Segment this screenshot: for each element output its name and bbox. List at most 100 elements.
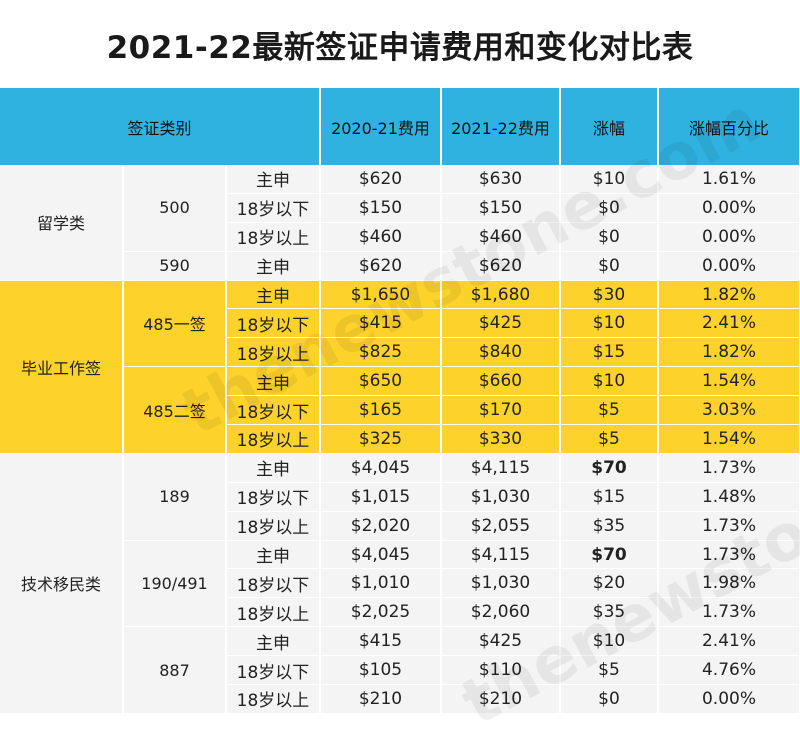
- table-row: 留学类 500 主申 $620 $630 $10 1.61%: [0, 165, 800, 281]
- fee-2021-22-cell: $425: [441, 308, 561, 339]
- table-row: 887 主申 $415 $425 $10 2.41%: [0, 626, 800, 714]
- applicant-cell: 18岁以下: [226, 193, 321, 223]
- table-row: 18岁以上 $2,025 $2,060 $35 1.73%: [0, 597, 800, 628]
- applicant-cell: 18岁以上: [226, 424, 321, 454]
- fee-2021-22-cell: $620: [441, 251, 561, 281]
- fee-2020-21-cell: $460: [320, 222, 442, 252]
- fee-2021-22-cell: $840: [441, 337, 561, 368]
- applicant-cell: 18岁以下: [226, 395, 321, 426]
- category-cell: 留学类: [0, 165, 124, 281]
- increase-cell: $15: [560, 337, 659, 368]
- applicant-cell: 18岁以上: [226, 222, 321, 252]
- fee-2021-22-cell: $630: [441, 165, 561, 194]
- percent-cell: 0.00%: [658, 193, 800, 223]
- increase-cell: $5: [560, 395, 659, 426]
- table-row: 190/491 主申 $4,045 $4,115 $70 1.73%: [0, 540, 800, 628]
- increase-cell: $5: [560, 424, 659, 454]
- fee-2021-22-cell: $330: [441, 424, 561, 454]
- applicant-cell: 18岁以上: [226, 597, 321, 628]
- table-row: 18岁以上 $825 $840 $15 1.82%: [0, 337, 800, 368]
- table-row: 18岁以下 $165 $170 $5 3.03%: [0, 395, 800, 426]
- percent-cell: 1.73%: [658, 511, 800, 541]
- table-header-row: 签证类别 2020-21费用 2021-22费用 涨幅 涨幅百分比: [0, 88, 800, 165]
- table-row: 毕业工作签 485一签 主申 $1,650 $1,680 $30 1.82%: [0, 280, 800, 454]
- category-cell: 毕业工作签: [0, 280, 124, 454]
- applicant-cell: 主申: [226, 280, 321, 310]
- fee-2021-22-cell: $110: [441, 655, 561, 686]
- increase-cell: $10: [560, 165, 659, 194]
- fee-2020-21-cell: $105: [320, 655, 442, 686]
- increase-cell: $10: [560, 308, 659, 339]
- applicant-cell: 18岁以下: [226, 568, 321, 599]
- header-visa-category: 签证类别: [0, 88, 321, 165]
- fee-2021-22-cell: $2,055: [441, 511, 561, 541]
- applicant-cell: 主申: [226, 366, 321, 397]
- increase-cell: $30: [560, 280, 659, 310]
- percent-cell: 2.41%: [658, 308, 800, 339]
- increase-cell: $70: [560, 453, 659, 483]
- table-row: 18岁以上 $2,020 $2,055 $35 1.73%: [0, 511, 800, 541]
- increase-cell: $5: [560, 655, 659, 686]
- table-row: 18岁以上 $325 $330 $5 1.54%: [0, 424, 800, 454]
- subclass-cell: 590: [123, 251, 227, 281]
- applicant-cell: 主申: [226, 626, 321, 657]
- table-row: 485二签 主申 $650 $660 $10 1.54%: [0, 366, 800, 454]
- visa-fee-table: 签证类别 2020-21费用 2021-22费用 涨幅 涨幅百分比 留学类 500…: [0, 88, 800, 714]
- fee-2020-21-cell: $210: [320, 684, 442, 714]
- subclass-cell: 500: [123, 165, 227, 252]
- applicant-cell: 18岁以下: [226, 482, 321, 512]
- subclass-cell: 189: [123, 453, 227, 541]
- subclass-cell: 190/491: [123, 540, 227, 628]
- increase-cell: $0: [560, 684, 659, 714]
- fee-2020-21-cell: $1,650: [320, 280, 442, 310]
- percent-cell: 1.73%: [658, 453, 800, 483]
- applicant-cell: 18岁以下: [226, 308, 321, 339]
- table-row: 18岁以下 $150 $150 $0 0.00%: [0, 193, 800, 223]
- fee-2021-22-cell: $660: [441, 366, 561, 397]
- table-body: 留学类 500 主申 $620 $630 $10 1.61% 18岁以下 $150 $150 $0 0…: [0, 165, 800, 714]
- fee-2020-21-cell: $825: [320, 337, 442, 368]
- fee-2021-22-cell: $2,060: [441, 597, 561, 628]
- increase-cell: $0: [560, 193, 659, 223]
- subclass-cell: 485一签: [123, 280, 227, 368]
- fee-2021-22-cell: $1,030: [441, 568, 561, 599]
- fee-2021-22-cell: $460: [441, 222, 561, 252]
- fee-2020-21-cell: $150: [320, 193, 442, 223]
- percent-cell: 0.00%: [658, 251, 800, 281]
- increase-cell: $20: [560, 568, 659, 599]
- fee-2021-22-cell: $4,115: [441, 453, 561, 483]
- fee-2020-21-cell: $4,045: [320, 540, 442, 570]
- header-fee-2020-21: 2020-21费用: [320, 88, 442, 165]
- increase-cell: $70: [560, 540, 659, 570]
- applicant-cell: 主申: [226, 251, 321, 281]
- fee-2020-21-cell: $165: [320, 395, 442, 426]
- fee-2021-22-cell: $1,030: [441, 482, 561, 512]
- fee-2021-22-cell: $425: [441, 626, 561, 657]
- percent-cell: 2.41%: [658, 626, 800, 657]
- increase-cell: $10: [560, 626, 659, 657]
- category-cell: 技术移民类: [0, 453, 124, 714]
- header-increase: 涨幅: [560, 88, 659, 165]
- percent-cell: 1.61%: [658, 165, 800, 194]
- fee-2020-21-cell: $325: [320, 424, 442, 454]
- increase-cell: $0: [560, 222, 659, 252]
- fee-2020-21-cell: $2,020: [320, 511, 442, 541]
- fee-2020-21-cell: $4,045: [320, 453, 442, 483]
- fee-2021-22-cell: $1,680: [441, 280, 561, 310]
- fee-2020-21-cell: $1,010: [320, 568, 442, 599]
- table-row: 18岁以下 $105 $110 $5 4.76%: [0, 655, 800, 686]
- applicant-cell: 18岁以上: [226, 511, 321, 541]
- increase-cell: $10: [560, 366, 659, 397]
- table-row: 18岁以下 $415 $425 $10 2.41%: [0, 308, 800, 339]
- percent-cell: 1.54%: [658, 424, 800, 454]
- table-row: 技术移民类 189 主申 $4,045 $4,115 $70 1.73%: [0, 453, 800, 714]
- fee-2020-21-cell: $650: [320, 366, 442, 397]
- applicant-cell: 18岁以上: [226, 684, 321, 714]
- fee-2021-22-cell: $4,115: [441, 540, 561, 570]
- percent-cell: 1.73%: [658, 540, 800, 570]
- table-row: 590 主申 $620 $620 $0 0.00%: [0, 251, 800, 281]
- percent-cell: 1.82%: [658, 337, 800, 368]
- subclass-cell: 887: [123, 626, 227, 714]
- fee-2020-21-cell: $1,015: [320, 482, 442, 512]
- percent-cell: 4.76%: [658, 655, 800, 686]
